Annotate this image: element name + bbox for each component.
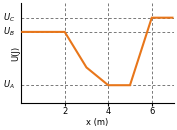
Text: $U_A$: $U_A$	[3, 79, 15, 91]
Text: $U_C$: $U_C$	[3, 11, 15, 24]
Y-axis label: U(J): U(J)	[11, 46, 20, 61]
X-axis label: x (m): x (m)	[86, 118, 109, 126]
Text: $U_B$: $U_B$	[3, 26, 15, 38]
